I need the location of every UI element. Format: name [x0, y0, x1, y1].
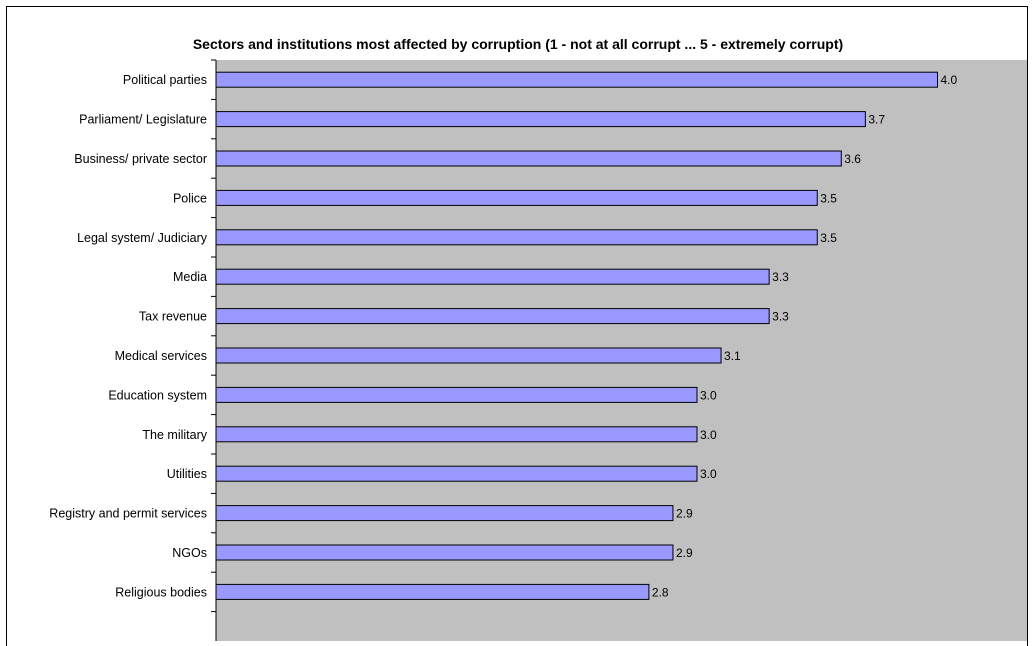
category-label: Legal system/ Judiciary: [77, 231, 208, 245]
bar: [215, 308, 770, 325]
category-label: NGOs: [172, 546, 207, 560]
value-label: 3.7: [868, 113, 885, 127]
value-label: 3.1: [724, 349, 741, 363]
category-label: Religious bodies: [115, 585, 207, 599]
chart-title: Sectors and institutions most affected b…: [192, 36, 844, 52]
bar: [215, 386, 698, 403]
value-label: 3.3: [772, 310, 789, 324]
bar: [215, 150, 842, 167]
category-label: Parliament/ Legislature: [79, 113, 207, 127]
category-label: Business/ private sector: [74, 152, 207, 166]
category-label: Utilities: [167, 467, 207, 481]
value-label: 2.9: [676, 546, 693, 560]
bar: [215, 229, 818, 246]
value-label: 2.9: [676, 507, 693, 521]
bar: [215, 544, 674, 561]
bar: [215, 505, 674, 522]
value-label: 3.0: [700, 388, 717, 402]
category-label: Police: [173, 191, 207, 205]
value-label: 4.0: [941, 73, 958, 87]
bar: [215, 71, 938, 88]
bar: [215, 465, 698, 482]
value-label: 3.5: [820, 231, 837, 245]
value-label: 3.3: [772, 270, 789, 284]
value-label: 3.5: [820, 191, 837, 205]
category-label: Education system: [108, 388, 207, 402]
category-label: Media: [173, 270, 207, 284]
value-label: 2.8: [652, 585, 669, 599]
category-label: Tax revenue: [139, 310, 207, 324]
value-label: 3.6: [844, 152, 861, 166]
category-label: The military: [142, 428, 207, 442]
bar: [215, 583, 650, 600]
value-label: 3.0: [700, 467, 717, 481]
category-label: Political parties: [123, 73, 207, 87]
bar: [215, 189, 818, 206]
bar: [215, 426, 698, 443]
category-label: Registry and permit services: [49, 507, 207, 521]
bar: [215, 347, 722, 364]
category-label: Medical services: [115, 349, 207, 363]
bar: [215, 111, 866, 128]
bar: [215, 268, 770, 285]
value-label: 3.0: [700, 428, 717, 442]
